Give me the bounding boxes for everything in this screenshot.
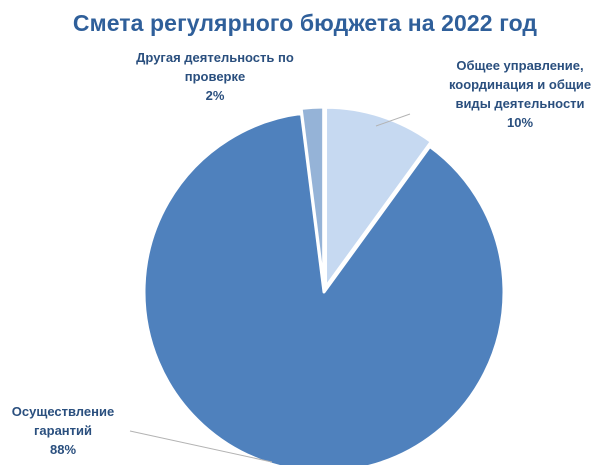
slice-label-3-line-1: Другая деятельность по bbox=[136, 50, 294, 65]
pie-slice-1 bbox=[324, 105, 433, 289]
leader-line-2 bbox=[129, 430, 273, 463]
slice-label-2: Осуществление гарантий 88% bbox=[12, 404, 114, 457]
chart-title: Смета регулярного бюджета на 2022 год bbox=[72, 10, 538, 36]
slice-label-1-line-1: Общее управление, bbox=[456, 58, 583, 73]
slice-label-2-line-2: гарантий bbox=[34, 423, 92, 438]
pie-slice-3 bbox=[299, 105, 326, 289]
slice-label-3-line-2: проверке bbox=[185, 69, 245, 84]
slice-label-1: Общее управление, координация и общие виды… bbox=[449, 58, 591, 130]
slice-label-2-line-1: Осуществление bbox=[12, 404, 114, 419]
slice-label-3-line-3: 2% bbox=[206, 88, 225, 103]
slice-label-2-line-3: 88% bbox=[50, 442, 76, 457]
pie-slice-2 bbox=[142, 111, 506, 465]
slice-label-1-line-2: координация и общие bbox=[449, 77, 591, 92]
slice-label-1-line-4: 10% bbox=[507, 115, 533, 130]
slice-label-1-line-3: виды деятельности bbox=[455, 96, 584, 111]
leader-line-1 bbox=[375, 113, 411, 127]
slice-label-3: Другая деятельность по проверке 2% bbox=[136, 50, 294, 103]
